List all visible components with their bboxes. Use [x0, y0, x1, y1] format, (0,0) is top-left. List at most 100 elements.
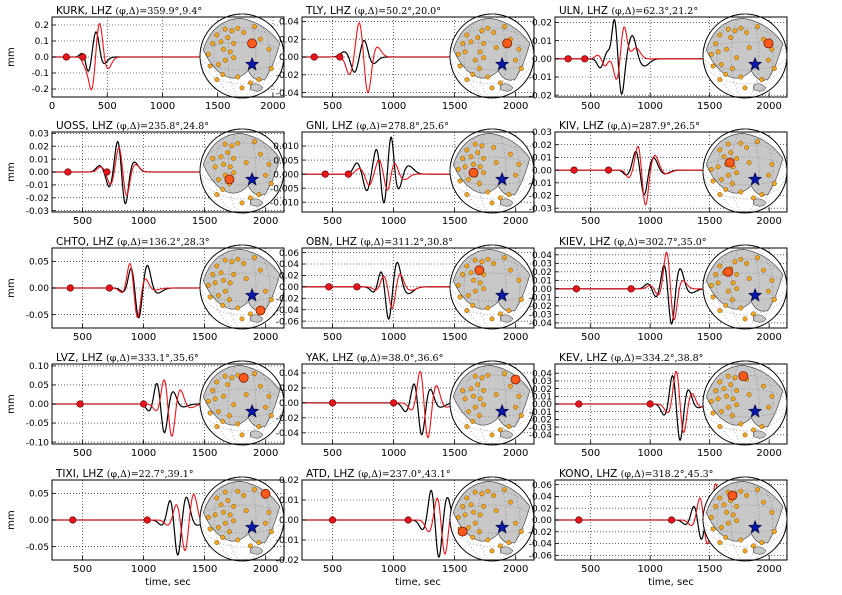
y-tick-label: 0.04 [279, 18, 299, 28]
y-tick-label: -0.01 [529, 73, 552, 83]
station-marker [268, 529, 274, 535]
chart-panel-chto: 500 1000 1500 2000 -0.05 0.00 0.05 CHTO, LHZ (φ… [6, 236, 285, 343]
x-tick-label: 0 [49, 101, 55, 112]
target-station-marker [238, 372, 249, 383]
globe-meridian [463, 128, 521, 214]
station-marker [477, 280, 483, 286]
station-marker [476, 529, 482, 535]
station-marker [241, 261, 247, 266]
station-marker [491, 493, 497, 498]
chart-panel-kev: 500 1000 1500 2000-0.04-0.03-0.02-0.010.000… [529, 352, 788, 459]
station-marker [493, 392, 499, 398]
station-marker [472, 288, 478, 294]
y-tick-label: 0.00 [29, 400, 49, 410]
y-tick-label: 0.02 [279, 384, 299, 394]
phase-pick-marker [344, 170, 353, 178]
y-tick-label: -0.04 [276, 306, 300, 316]
station-marker [734, 155, 740, 161]
axes-frame [301, 363, 535, 445]
station-marker [502, 371, 508, 377]
station-marker [247, 80, 253, 86]
station-marker [225, 150, 231, 155]
phase-pick-marker [321, 170, 329, 178]
station-marker [477, 396, 483, 402]
phase-pick-marker [667, 516, 676, 524]
station-marker [723, 187, 729, 192]
station-marker [769, 161, 775, 167]
globe-meridian [227, 360, 257, 446]
y-tick-label: -0.2 [31, 85, 49, 95]
station-marker [216, 61, 221, 67]
panel-title: ULN, LHZ (φ,Δ)=62.3°,21.2° [559, 5, 698, 17]
station-marker [226, 529, 232, 535]
globe-landmass [706, 132, 784, 196]
station-marker [734, 55, 740, 61]
y-tick-label: -0.02 [276, 71, 299, 81]
y-tick-label: 0.02 [532, 141, 552, 151]
x-tick-label: 1500 [205, 101, 230, 112]
station-marker [235, 140, 241, 146]
y-tick-label: 0.05 [29, 381, 49, 391]
station-marker [725, 172, 731, 178]
station-marker [513, 404, 518, 410]
globe-landmass [706, 248, 784, 312]
y-axis-label: mm [6, 394, 17, 413]
station-marker [239, 85, 245, 91]
station-marker [729, 413, 735, 419]
chart-panel-kurk: 0 500 1000 1500 2000 -0.2 -0.1 0.0 0.1 0.2 KURK, L… [6, 5, 286, 112]
source-star-icon [747, 56, 763, 71]
phase-pick-marker [646, 400, 654, 408]
station-marker [256, 424, 262, 429]
station-marker [715, 396, 721, 402]
y-tick-label: -0.03 [529, 311, 552, 321]
y-tick-label: 0.00 [279, 53, 299, 63]
x-tick-label: 1500 [192, 564, 217, 575]
station-marker [477, 164, 483, 170]
target-station-marker [723, 266, 734, 277]
station-marker [252, 255, 258, 261]
station-marker [226, 297, 232, 303]
station-marker [738, 488, 744, 494]
station-marker [724, 509, 729, 515]
globe-meridian [716, 244, 774, 330]
station-marker [759, 77, 765, 82]
phase-pick-marker [103, 168, 111, 176]
panel-title: KIEV, LHZ (φ,Δ)=302.7°,35.0° [559, 236, 707, 248]
station-marker [455, 51, 461, 57]
station-marker [468, 386, 474, 392]
station-marker [710, 294, 716, 300]
station-marker [243, 392, 249, 398]
station-marker [252, 24, 258, 30]
y-tick-label: -0.01 [26, 181, 49, 191]
station-marker [744, 493, 750, 498]
x-tick-label: 500 [581, 101, 600, 112]
station-marker [460, 503, 466, 509]
station-marker [471, 509, 476, 515]
station-marker [220, 303, 226, 308]
station-marker [266, 46, 272, 52]
station-marker [207, 294, 213, 300]
globe-islands [753, 546, 767, 555]
station-marker [220, 419, 226, 424]
station-marker [227, 280, 233, 286]
x-tick-label: 2000 [503, 448, 528, 459]
station-marker [713, 40, 719, 46]
x-tick-label: 500 [581, 448, 600, 459]
station-marker [761, 499, 766, 505]
station-marker [479, 259, 485, 265]
station-marker [516, 393, 522, 399]
phase-pick-marker [62, 53, 70, 61]
station-marker [715, 280, 721, 286]
station-marker [210, 387, 216, 393]
station-marker [216, 176, 221, 182]
station-marker [508, 383, 513, 389]
panel-title: KEV, LHZ (φ,Δ)=334.2°,38.8° [559, 352, 703, 364]
station-marker [738, 537, 744, 543]
globe-islands [753, 198, 767, 207]
station-marker [462, 512, 468, 518]
x-axis-label: time, sec [145, 577, 191, 588]
station-marker [766, 57, 771, 63]
station-marker [742, 316, 748, 322]
station-marker [729, 297, 735, 303]
phase-pick-marker [404, 516, 412, 524]
